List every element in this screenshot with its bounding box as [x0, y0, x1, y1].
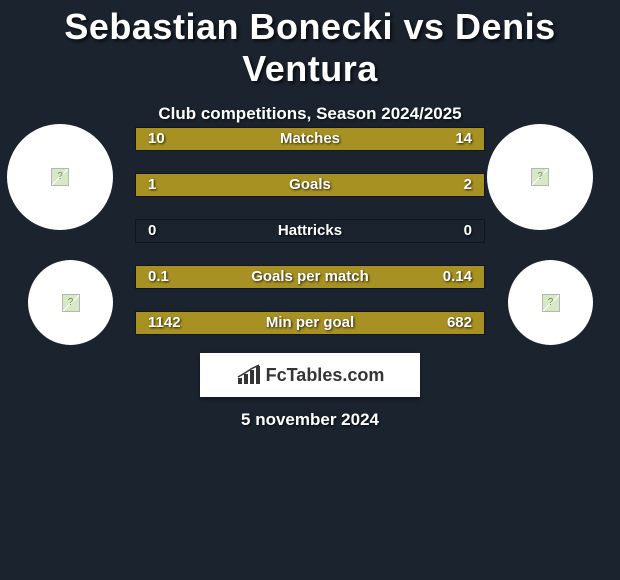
- stat-row: Goals per match0.1 0.14: [135, 265, 485, 289]
- stat-value-left: 1142: [148, 312, 181, 334]
- broken-image-icon: [51, 168, 69, 186]
- stats-container: Matches10 14 Goals1 2 Hattricks0 0 Goals per m…: [135, 127, 485, 357]
- player1-avatar-small: [28, 260, 113, 345]
- page-subtitle: Club competitions, Season 2024/2025: [0, 104, 620, 124]
- stat-value-left: 0.1: [148, 266, 169, 288]
- broken-image-icon: [542, 294, 560, 312]
- player1-avatar-large: [7, 124, 113, 230]
- stat-label: Hattricks: [136, 220, 484, 242]
- player2-avatar-large: [487, 124, 593, 230]
- stat-row: Goals1 2: [135, 173, 485, 197]
- branding-text: FcTables.com: [266, 365, 385, 386]
- stat-value-left: 10: [148, 128, 165, 150]
- stat-value-right: 2: [464, 174, 472, 196]
- stat-value-right: 0.14: [443, 266, 472, 288]
- stat-row: Hattricks0 0: [135, 219, 485, 243]
- stat-label: Min per goal: [136, 312, 484, 334]
- stat-row: Min per goal1142 682: [135, 311, 485, 335]
- footer-date: 5 november 2024: [0, 410, 620, 430]
- broken-image-icon: [62, 294, 80, 312]
- stat-value-right: 682: [447, 312, 472, 334]
- stat-value-left: 0: [148, 220, 156, 242]
- stat-value-right: 0: [464, 220, 472, 242]
- stat-label: Matches: [136, 128, 484, 150]
- stat-value-right: 14: [455, 128, 472, 150]
- stat-row: Matches10 14: [135, 127, 485, 151]
- branding-badge: FcTables.com: [200, 353, 420, 397]
- stat-value-left: 1: [148, 174, 156, 196]
- player2-avatar-small: [508, 260, 593, 345]
- stat-label: Goals per match: [136, 266, 484, 288]
- chart-icon: [236, 364, 262, 386]
- stat-label: Goals: [136, 174, 484, 196]
- page-title: Sebastian Bonecki vs Denis Ventura: [0, 0, 620, 90]
- broken-image-icon: [531, 168, 549, 186]
